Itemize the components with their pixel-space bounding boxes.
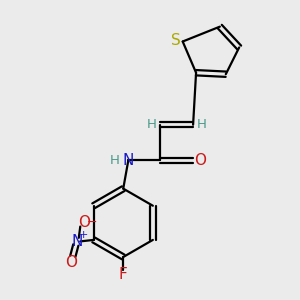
Text: H: H: [197, 118, 207, 131]
Text: N: N: [72, 234, 83, 249]
Text: H: H: [146, 118, 156, 131]
Text: −: −: [86, 216, 97, 229]
Text: +: +: [79, 230, 88, 240]
Text: S: S: [171, 32, 181, 47]
Text: H: H: [110, 154, 119, 167]
Text: O: O: [78, 214, 90, 230]
Text: F: F: [119, 267, 128, 282]
Text: N: N: [123, 153, 134, 168]
Text: O: O: [194, 153, 206, 168]
Text: O: O: [65, 255, 77, 270]
